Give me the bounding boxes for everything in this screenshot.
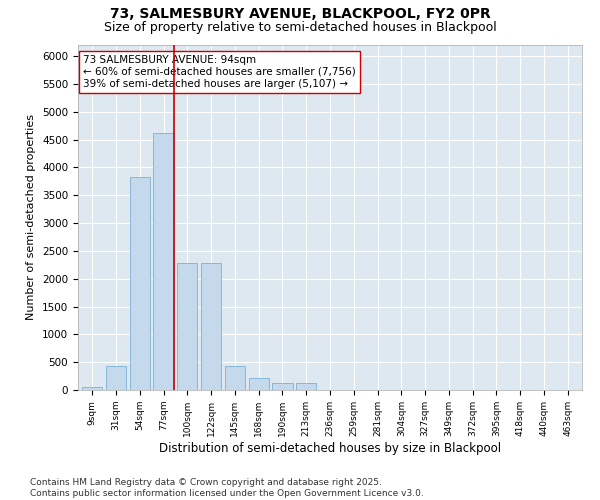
Bar [130,177,150,390]
Bar [106,366,126,390]
Y-axis label: Number of semi-detached properties: Number of semi-detached properties [26,114,37,320]
Text: 73 SALMESBURY AVENUE: 94sqm
← 60% of semi-detached houses are smaller (7,756)
39: 73 SALMESBURY AVENUE: 94sqm ← 60% of sem… [83,56,356,88]
Bar [201,263,221,390]
Bar [177,263,197,390]
Text: 73, SALMESBURY AVENUE, BLACKPOOL, FY2 0PR: 73, SALMESBURY AVENUE, BLACKPOOL, FY2 0P… [110,8,490,22]
Bar [248,378,269,390]
Text: Contains HM Land Registry data © Crown copyright and database right 2025.
Contai: Contains HM Land Registry data © Crown c… [30,478,424,498]
Bar [154,133,173,390]
Bar [82,387,103,390]
Text: Size of property relative to semi-detached houses in Blackpool: Size of property relative to semi-detach… [104,21,496,34]
X-axis label: Distribution of semi-detached houses by size in Blackpool: Distribution of semi-detached houses by … [159,442,501,454]
Bar [272,383,293,390]
Bar [296,384,316,390]
Bar [225,366,245,390]
